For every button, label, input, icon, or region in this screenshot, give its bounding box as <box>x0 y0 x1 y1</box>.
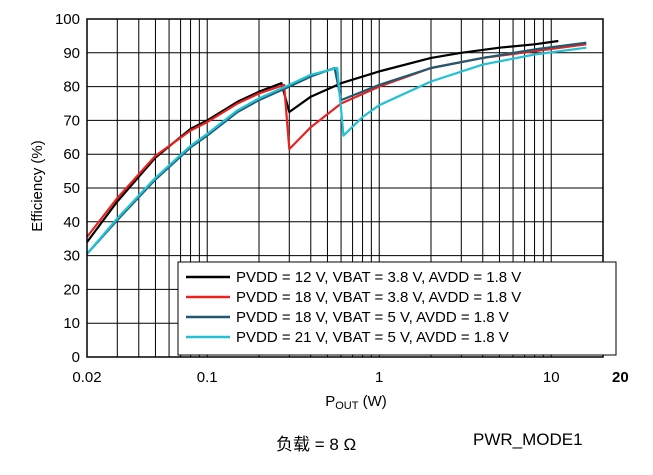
legend-label-1: PVDD = 12 V, VBAT = 3.8 V, AVDD = 1.8 V <box>236 269 521 286</box>
x-tick-label: 0.1 <box>197 369 218 386</box>
x-axis-label-main: P <box>325 393 335 410</box>
series-lines <box>86 39 587 255</box>
plot-frame <box>86 18 604 358</box>
legend-box <box>177 261 617 356</box>
load-label: 负载 = 8 Ω <box>276 435 357 454</box>
legend-label-2: PVDD = 18 V, VBAT = 3.8 V, AVDD = 1.8 V <box>236 289 521 306</box>
y-tick-label: 30 <box>63 248 80 265</box>
series-line-3 <box>86 41 587 255</box>
x-tick-label: 1 <box>375 369 383 386</box>
y-tick-label: 50 <box>63 180 80 197</box>
x-axis-label-sub: OUT <box>335 400 359 412</box>
y-tick-label: 90 <box>63 45 80 62</box>
chart-legend: PVDD = 12 V, VBAT = 3.8 V, AVDD = 1.8 V P… <box>177 261 617 356</box>
x-tick-label: 0.02 <box>72 369 101 386</box>
y-tick-label: 100 <box>55 11 80 28</box>
legend-label-4: PVDD = 21 V, VBAT = 5 V, AVDD = 1.8 V <box>236 329 509 346</box>
x-tick-label: 20 <box>612 369 629 386</box>
tick-labels: 0 10 20 30 40 50 60 70 80 90 100 0.02 0.1 1 10 20 <box>55 11 629 386</box>
y-tick-label: 20 <box>63 281 80 298</box>
x-axis-label-unit: (W) <box>358 393 386 410</box>
y-tick-label: 60 <box>63 146 80 163</box>
y-tick-label: 70 <box>63 112 80 129</box>
series-line-4 <box>86 46 587 255</box>
y-tick-label: 10 <box>63 315 80 332</box>
y-tick-label: 40 <box>63 214 80 231</box>
y-tick-label: 0 <box>72 349 80 366</box>
x-tick-label: 10 <box>543 369 560 386</box>
x-axis-label: POUT (W) <box>325 393 387 412</box>
y-axis-label: Efficiency (%) <box>29 140 46 231</box>
power-mode-label: PWR_MODE1 <box>473 430 583 449</box>
legend-label-3: PVDD = 18 V, VBAT = 5 V, AVDD = 1.8 V <box>236 309 509 326</box>
y-tick-label: 80 <box>63 79 80 96</box>
